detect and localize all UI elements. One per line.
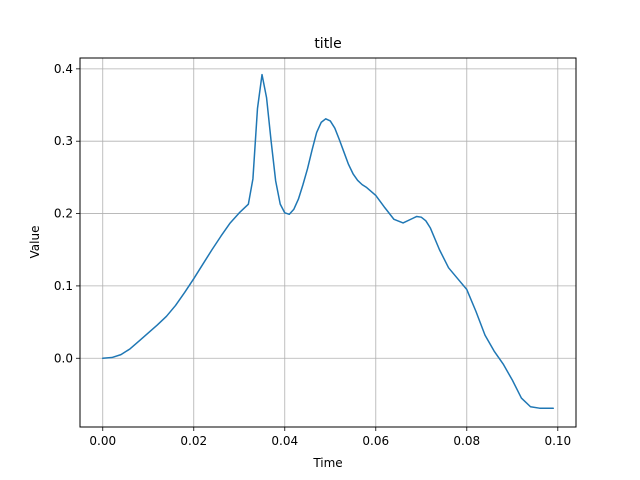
y-axis: 0.0 0.1 0.2 0.3 0.4 [54, 62, 80, 365]
x-tick-label: 0.02 [180, 434, 207, 448]
x-tick-label: 0.04 [271, 434, 298, 448]
plot-frame [79, 57, 577, 428]
x-axis-label: Time [312, 456, 342, 470]
y-tick-label: 0.3 [54, 134, 73, 148]
x-tick-label: 0.08 [453, 434, 480, 448]
series-line [102, 73, 554, 409]
x-tick-label: 0.00 [89, 434, 116, 448]
y-tick-label: 0.0 [54, 351, 73, 365]
y-axis-label: Value [28, 226, 42, 259]
y-tick-label: 0.2 [54, 207, 73, 221]
x-axis: 0.00 0.02 0.04 0.06 0.08 0.10 [89, 427, 571, 448]
x-tick-label: 0.10 [544, 434, 571, 448]
x-tick-label: 0.06 [362, 434, 389, 448]
y-tick-label: 0.1 [54, 279, 73, 293]
y-tick-label: 0.4 [54, 62, 73, 76]
series-lines [102, 73, 554, 409]
grid-lines [80, 58, 576, 427]
chart-title: title [314, 36, 341, 52]
